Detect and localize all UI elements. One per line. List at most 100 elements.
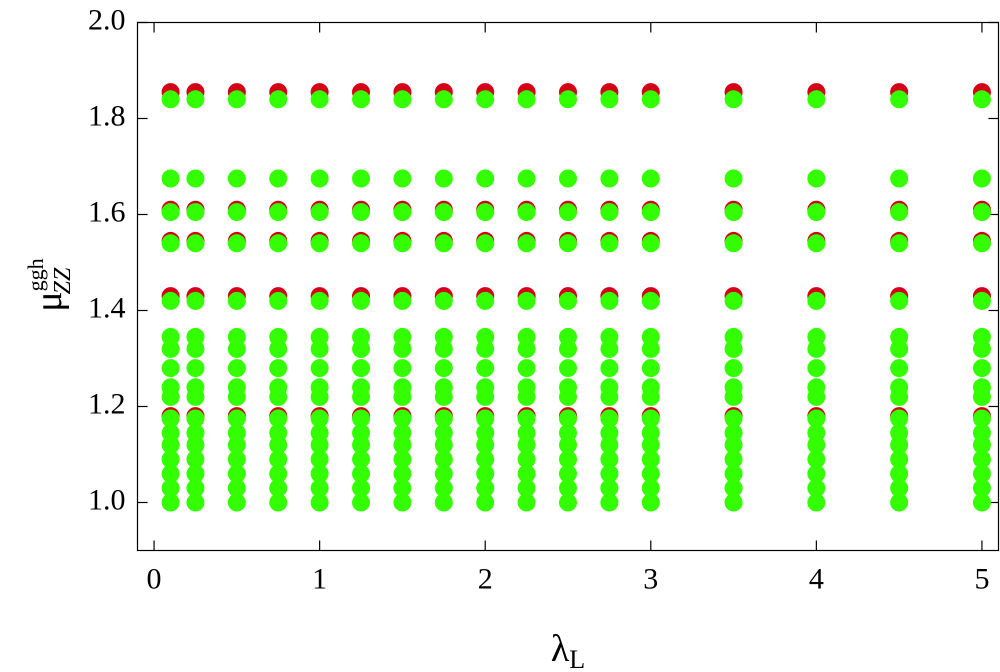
point (227, 493, 246, 512)
point (600, 423, 619, 442)
point (393, 203, 412, 222)
point (352, 359, 371, 378)
y-tick-label: 1.2 (88, 387, 126, 420)
point (600, 479, 619, 498)
point (890, 423, 909, 442)
x-tick-label: 4 (809, 562, 824, 595)
point (269, 291, 288, 310)
point (807, 450, 826, 469)
point (269, 234, 288, 253)
point (393, 291, 412, 310)
point (269, 479, 288, 498)
point (310, 203, 329, 222)
point (724, 450, 743, 469)
point (393, 169, 412, 188)
point (724, 291, 743, 310)
point (393, 479, 412, 498)
point (186, 234, 205, 253)
point (161, 234, 180, 253)
point (186, 169, 205, 188)
point (600, 359, 619, 378)
point (476, 409, 495, 428)
x-label-sub: L (569, 645, 585, 672)
point (890, 378, 909, 397)
point (890, 464, 909, 483)
point (476, 327, 495, 346)
point (641, 359, 660, 378)
point (310, 479, 329, 498)
point (269, 409, 288, 428)
point (161, 291, 180, 310)
point (807, 327, 826, 346)
point (393, 409, 412, 428)
point (161, 378, 180, 397)
point (310, 409, 329, 428)
point (641, 327, 660, 346)
point (434, 90, 453, 109)
point (517, 291, 536, 310)
plot-frame (136, 21, 1000, 552)
point (724, 409, 743, 428)
x-tick-label: 0 (147, 562, 162, 595)
point (161, 464, 180, 483)
point (724, 234, 743, 253)
point (807, 464, 826, 483)
point (227, 90, 246, 109)
point (352, 409, 371, 428)
point (559, 450, 577, 469)
point (890, 450, 909, 469)
point (310, 450, 329, 469)
point (476, 90, 495, 109)
point (724, 378, 743, 397)
y-label-sup: ggh (23, 258, 48, 291)
point (310, 90, 329, 109)
point (476, 359, 495, 378)
point (310, 493, 329, 512)
point (476, 450, 495, 469)
point (227, 479, 246, 498)
point (393, 493, 412, 512)
y-tick-label: 1.6 (88, 195, 126, 228)
point (352, 378, 371, 397)
x-label-base: λ (551, 628, 570, 670)
point (972, 169, 991, 188)
point (600, 327, 619, 346)
point (227, 464, 246, 483)
point (161, 450, 180, 469)
point (559, 493, 577, 512)
point (890, 493, 909, 512)
x-tick-label: 1 (312, 562, 327, 595)
point (972, 423, 991, 442)
point (269, 327, 288, 346)
point (269, 90, 288, 109)
point (890, 203, 909, 222)
point (890, 359, 909, 378)
point (161, 479, 180, 498)
point (352, 450, 371, 469)
point (890, 90, 909, 109)
y-axis-label: μgghZZ (23, 258, 75, 311)
point (186, 409, 205, 428)
point (434, 493, 453, 512)
point (641, 493, 660, 512)
point (476, 493, 495, 512)
point (807, 493, 826, 512)
point (227, 234, 246, 253)
point (600, 291, 619, 310)
point (310, 169, 329, 188)
point (559, 327, 577, 346)
point (724, 493, 743, 512)
point (434, 423, 453, 442)
point (807, 479, 826, 498)
point (724, 327, 743, 346)
point (352, 479, 371, 498)
point (972, 479, 991, 498)
point (161, 327, 180, 346)
point (890, 234, 909, 253)
point (517, 450, 536, 469)
x-tick-label: 3 (643, 562, 658, 595)
point (161, 423, 180, 442)
point (227, 378, 246, 397)
point (641, 409, 660, 428)
